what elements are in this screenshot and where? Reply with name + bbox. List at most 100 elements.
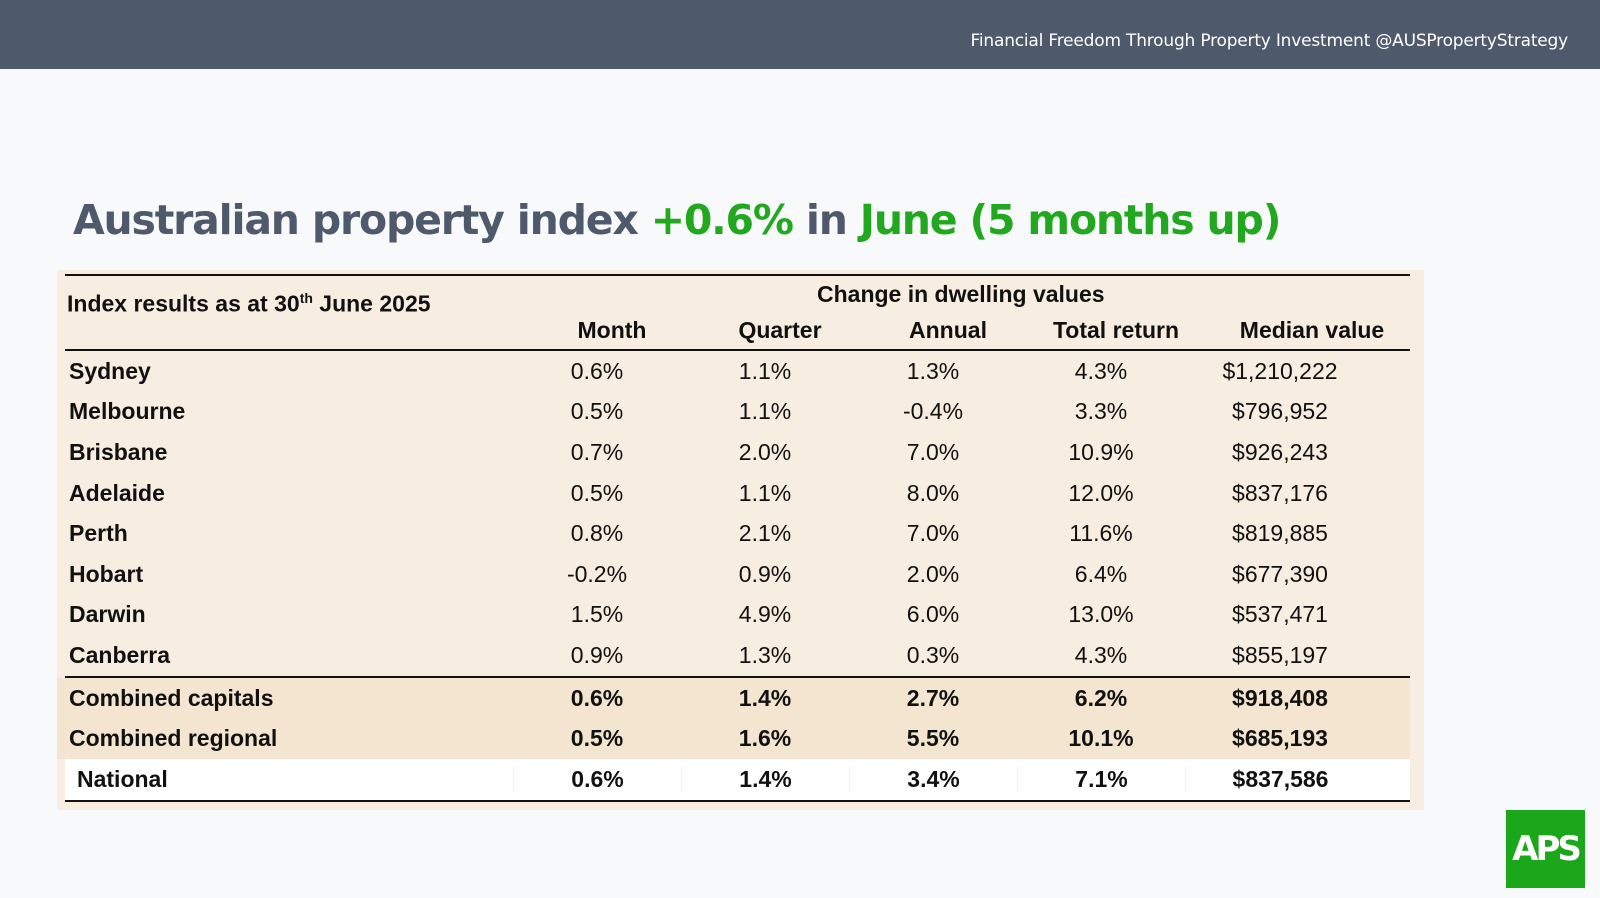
cell-month: 0.6% bbox=[570, 357, 624, 384]
cell-median-value: $677,390 bbox=[1232, 560, 1328, 587]
cell-total-return: 6.4% bbox=[1074, 560, 1128, 587]
table-row: Canberra 0.9% 1.3% 0.3% 4.3% $855,197 bbox=[57, 635, 1410, 676]
cell-total-return: 13.0% bbox=[1068, 601, 1134, 628]
cell-quarter: 1.1% bbox=[738, 398, 792, 425]
summary-row-combined-capitals: Combined capitals 0.6% 1.4% 2.7% 6.2% $9… bbox=[57, 677, 1410, 719]
row-label: Perth bbox=[69, 520, 128, 547]
cell-quarter: 2.0% bbox=[738, 438, 792, 465]
cell-total-return: 10.1% bbox=[1068, 725, 1134, 752]
cell-total-return: 6.2% bbox=[1074, 684, 1128, 711]
cell-month: 0.5% bbox=[570, 398, 624, 425]
cell-median-value: $918,408 bbox=[1232, 684, 1328, 711]
summary-row-national: National 0.6% 1.4% 3.4% 7.1% $837,586 bbox=[65, 758, 1410, 800]
row-label: Sydney bbox=[69, 357, 151, 384]
table-row: Brisbane 0.7% 2.0% 7.0% 10.9% $926,243 bbox=[57, 432, 1410, 473]
table-row: Perth 0.8% 2.1% 7.0% 11.6% $819,885 bbox=[57, 513, 1410, 554]
cell-annual: 7.0% bbox=[906, 520, 960, 547]
slide-title: Australian property index +0.6% in June … bbox=[73, 196, 1282, 244]
caption-superscript: th bbox=[299, 290, 313, 306]
table-row: Melbourne 0.5% 1.1% -0.4% 3.3% $796,952 bbox=[57, 392, 1410, 433]
cell-median-value: $537,471 bbox=[1232, 601, 1328, 628]
caption-prefix: Index results as at 30 bbox=[67, 290, 300, 317]
caption-suffix: June 2025 bbox=[312, 290, 431, 317]
row-label: National bbox=[77, 765, 168, 792]
cell-annual: 6.0% bbox=[906, 601, 960, 628]
cell-quarter: 1.4% bbox=[738, 684, 792, 711]
cell-quarter: 1.1% bbox=[738, 479, 792, 506]
table-row: Darwin 1.5% 4.9% 6.0% 13.0% $537,471 bbox=[57, 595, 1410, 636]
bottom-rule bbox=[65, 799, 1410, 802]
table-body: Sydney 0.6% 1.1% 1.3% 4.3% $1,210,222 Me… bbox=[57, 351, 1410, 802]
title-text: Australian property index bbox=[73, 196, 651, 244]
row-label: Combined regional bbox=[69, 725, 278, 752]
aps-logo: APS bbox=[1506, 810, 1585, 888]
cell-annual: -0.4% bbox=[902, 398, 964, 425]
summary-rule bbox=[65, 675, 1410, 678]
cell-annual: 2.7% bbox=[906, 684, 960, 711]
cell-total-return: 11.6% bbox=[1069, 520, 1133, 547]
cell-annual: 2.0% bbox=[906, 560, 960, 587]
cell-total-return: 12.0% bbox=[1068, 479, 1134, 506]
table-row: Adelaide 0.5% 1.1% 8.0% 12.0% $837,176 bbox=[57, 473, 1410, 514]
cell-total-return: 4.3% bbox=[1074, 641, 1128, 668]
column-header-month: Month bbox=[577, 317, 647, 343]
cell-annual: 8.0% bbox=[906, 479, 960, 506]
cell-quarter: 0.9% bbox=[738, 560, 792, 587]
table-row: Hobart -0.2% 0.9% 2.0% 6.4% $677,390 bbox=[57, 554, 1410, 595]
cell-median-value: $1,210,222 bbox=[1222, 357, 1338, 384]
cell-total-return: 4.3% bbox=[1074, 357, 1128, 384]
column-header-total-return: Total return bbox=[1052, 317, 1180, 343]
cell-month: 1.5% bbox=[570, 601, 624, 628]
cell-month: 0.9% bbox=[570, 641, 624, 668]
index-results-table: Index results as at 30th June 2025 Chang… bbox=[57, 270, 1424, 810]
summary-row-combined-regional: Combined regional 0.5% 1.6% 5.5% 10.1% $… bbox=[57, 718, 1410, 759]
table-row: Sydney 0.6% 1.1% 1.3% 4.3% $1,210,222 bbox=[57, 351, 1410, 392]
cell-annual: 1.3% bbox=[906, 357, 960, 384]
cell-quarter: 1.1% bbox=[738, 357, 792, 384]
cell-quarter: 2.1% bbox=[738, 520, 792, 547]
cell-median-value: $926,243 bbox=[1232, 438, 1328, 465]
row-label: Darwin bbox=[69, 601, 146, 628]
cell-median-value: $685,193 bbox=[1232, 725, 1328, 752]
title-change-value: +0.6% bbox=[650, 196, 794, 244]
header-rule bbox=[65, 349, 1410, 351]
cell-quarter: 1.6% bbox=[738, 725, 792, 752]
cell-annual: 7.0% bbox=[906, 438, 960, 465]
cell-median-value: $837,176 bbox=[1232, 479, 1328, 506]
cell-total-return: 10.9% bbox=[1068, 438, 1134, 465]
cell-median-value: $837,586 bbox=[1185, 765, 1375, 793]
cell-month: 0.5% bbox=[570, 479, 624, 506]
cell-month: 0.8% bbox=[570, 520, 624, 547]
row-label: Hobart bbox=[69, 560, 144, 587]
cell-quarter: 1.3% bbox=[738, 641, 792, 668]
row-label: Canberra bbox=[69, 641, 170, 668]
top-banner: Financial Freedom Through Property Inves… bbox=[0, 0, 1600, 69]
column-header-median-value: Median value bbox=[1239, 317, 1385, 343]
cell-month: 0.6% bbox=[513, 765, 681, 793]
title-month: June (5 months up) bbox=[859, 196, 1282, 244]
tagline: Financial Freedom Through Property Inves… bbox=[970, 31, 1569, 51]
logo-text: APS bbox=[1512, 829, 1582, 869]
top-rule bbox=[65, 274, 1410, 276]
cell-quarter: 4.9% bbox=[738, 601, 792, 628]
cell-month: 0.7% bbox=[570, 438, 624, 465]
group-header: Change in dwelling values bbox=[817, 281, 1105, 307]
row-label: Combined capitals bbox=[69, 684, 274, 711]
row-label: Adelaide bbox=[69, 479, 165, 506]
cell-month: 0.5% bbox=[570, 725, 624, 752]
cell-month: 0.6% bbox=[570, 684, 624, 711]
cell-annual: 5.5% bbox=[906, 725, 960, 752]
cell-annual: 0.3% bbox=[906, 641, 960, 668]
title-connector: in bbox=[792, 196, 860, 244]
row-label: Melbourne bbox=[69, 398, 186, 425]
cell-total-return: 3.3% bbox=[1074, 398, 1128, 425]
cell-total-return: 7.1% bbox=[1017, 765, 1185, 793]
cell-median-value: $819,885 bbox=[1232, 520, 1328, 547]
table-caption: Index results as at 30th June 2025 bbox=[67, 290, 431, 318]
column-header-annual: Annual bbox=[909, 317, 987, 343]
cell-median-value: $796,952 bbox=[1232, 398, 1328, 425]
cell-quarter: 1.4% bbox=[681, 765, 849, 793]
cell-month: -0.2% bbox=[566, 560, 628, 587]
cell-median-value: $855,197 bbox=[1232, 641, 1328, 668]
column-header-quarter: Quarter bbox=[738, 317, 822, 343]
